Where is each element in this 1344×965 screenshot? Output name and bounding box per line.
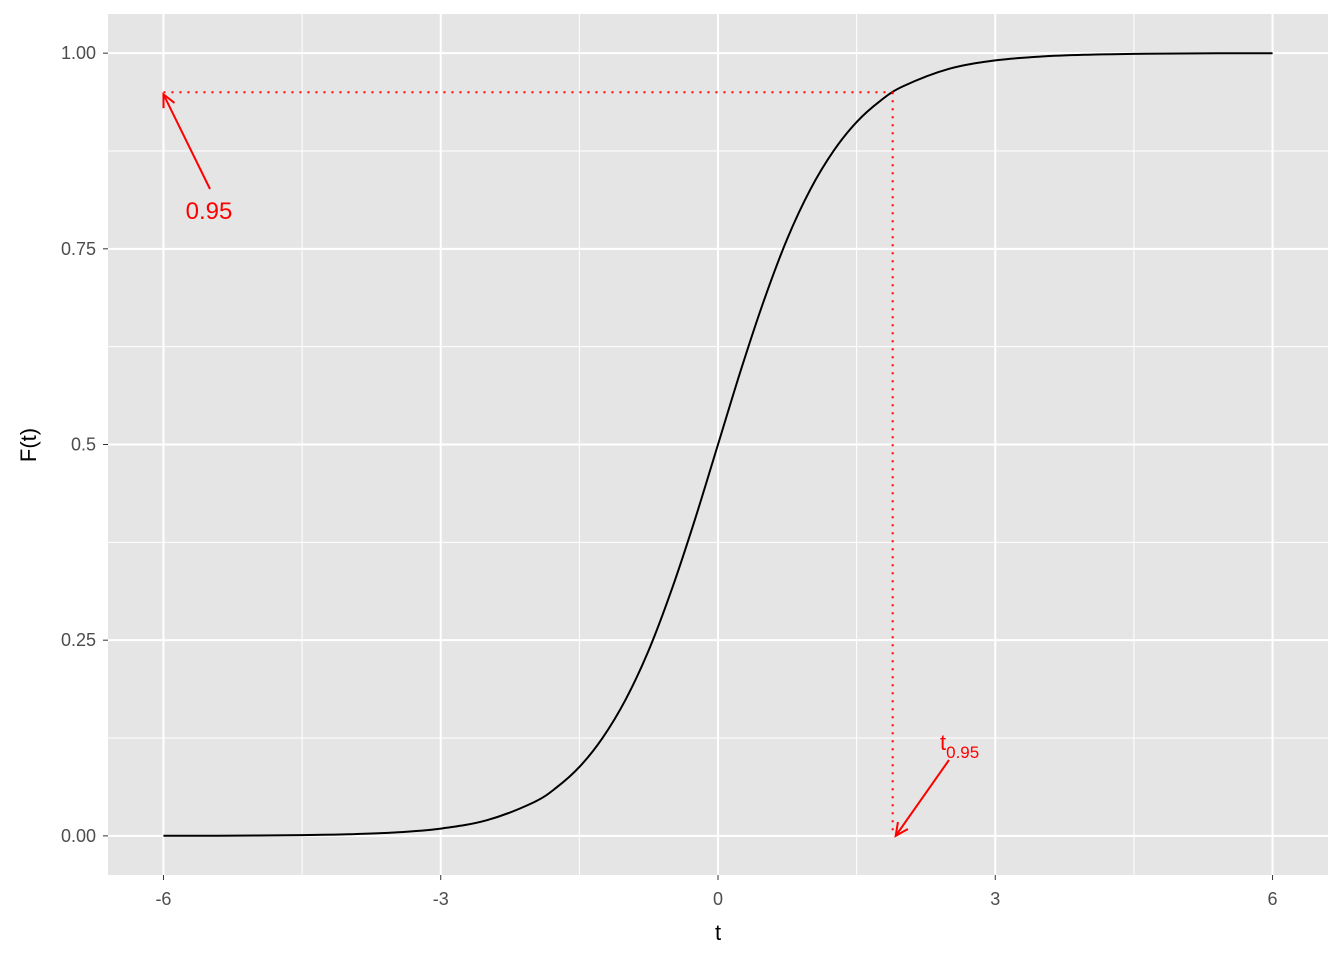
x-axis-label: t <box>715 920 721 945</box>
y-tick-label: 0.5 <box>71 435 96 455</box>
x-tick-label: 3 <box>990 889 1000 909</box>
x-tick-label: 0 <box>713 889 723 909</box>
quantile-arrow-head <box>894 821 909 838</box>
level-arrow <box>162 93 211 190</box>
annotations <box>162 91 950 838</box>
y-tick-label: 1.00 <box>61 43 96 63</box>
y-axis-label: F(t) <box>16 428 41 462</box>
x-axis: -6 -3 0 3 6 <box>155 875 1278 909</box>
y-tick-label: 0.25 <box>61 630 96 650</box>
level-arrow-head <box>162 92 176 109</box>
x-tick-label: -3 <box>433 889 449 909</box>
y-tick-label: 0.75 <box>61 239 96 259</box>
y-axis: 0.00 0.25 0.5 0.75 1.00 <box>61 43 108 846</box>
quantile-label-sub: 0.95 <box>946 743 979 762</box>
level-label: 0.95 <box>186 198 233 225</box>
cdf-line <box>163 52 1273 837</box>
quantile-label-main: t <box>940 730 946 755</box>
y-tick-label: 0.00 <box>61 826 96 846</box>
x-tick-label: 6 <box>1268 889 1278 909</box>
quantile-label: t0.95 <box>940 730 979 762</box>
quantile-arrow <box>894 759 950 837</box>
x-tick-label: -6 <box>155 889 171 909</box>
